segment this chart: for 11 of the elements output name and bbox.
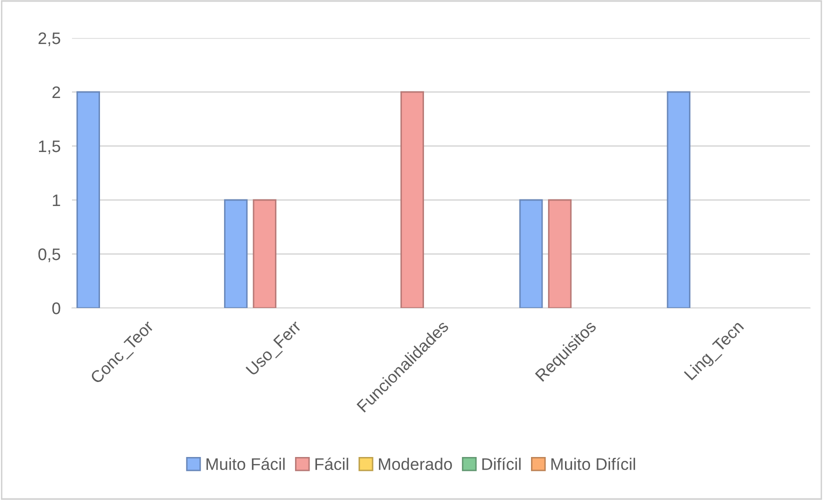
legend-label: Muito Fácil bbox=[206, 458, 285, 470]
y-tick-label: 0,5 bbox=[38, 248, 60, 262]
y-tick-label: 2,5 bbox=[38, 32, 60, 46]
legend-label: Fácil bbox=[315, 458, 348, 470]
legend-label: Difícil bbox=[482, 458, 521, 470]
legend-label: Muito Difícil bbox=[551, 458, 636, 470]
y-tick-label: 0 bbox=[52, 302, 60, 314]
legend-label: Moderado bbox=[378, 458, 452, 470]
y-tick-label: 2 bbox=[52, 86, 60, 98]
y-tick-label: 1 bbox=[52, 194, 60, 206]
y-tick-label: 1,5 bbox=[38, 140, 60, 154]
